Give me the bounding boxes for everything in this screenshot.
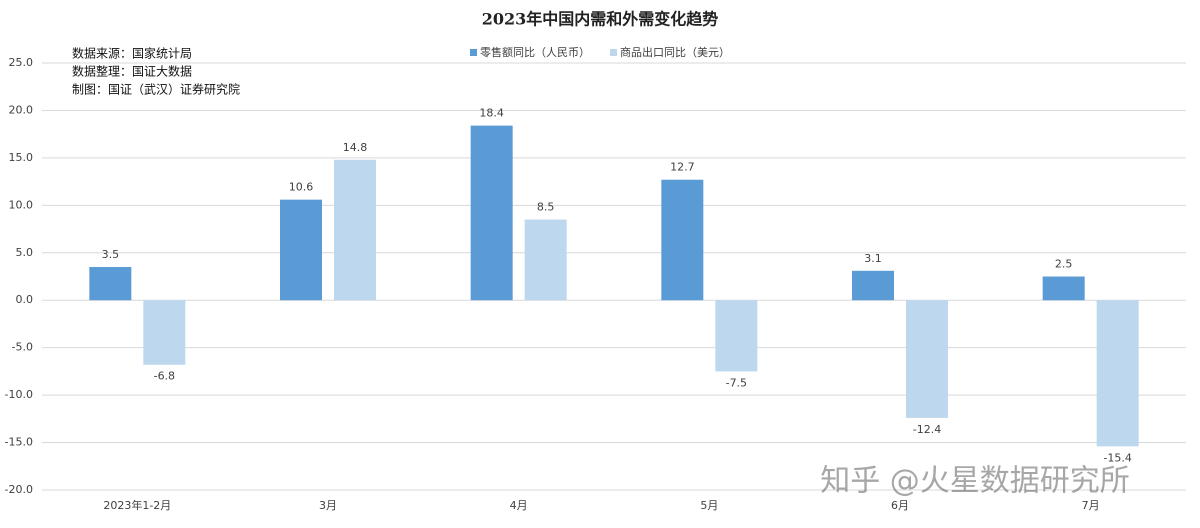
- x-tick-label: 2023年1-2月: [103, 498, 171, 512]
- value-label: 3.5: [102, 248, 120, 261]
- annotation: 制图：国证（武汉）证券研究院: [72, 82, 240, 97]
- bar: [715, 300, 758, 372]
- legend-label: 商品出口同比（美元）: [620, 45, 730, 59]
- value-label: 10.6: [289, 181, 314, 194]
- y-tick-label: 0.0: [16, 293, 34, 306]
- y-tick-label: 15.0: [9, 151, 34, 164]
- bar: [524, 219, 567, 301]
- x-tick-label: 3月: [319, 499, 337, 512]
- y-tick-label: -20.0: [5, 483, 33, 496]
- value-label: 12.7: [670, 161, 695, 174]
- legend-swatch: [470, 49, 477, 56]
- value-label: -7.5: [726, 376, 747, 389]
- chart-title: 2023年中国内需和外需变化趋势: [482, 10, 719, 29]
- value-label: -6.8: [154, 370, 175, 383]
- annotation: 数据来源：国家统计局: [72, 46, 192, 61]
- x-tick-label: 4月: [510, 499, 528, 512]
- bar: [89, 267, 132, 301]
- legend-label: 零售额同比（人民币）: [480, 45, 590, 59]
- bar: [334, 159, 376, 301]
- y-tick-label: 20.0: [9, 103, 34, 116]
- bar: [1096, 300, 1139, 447]
- bar: [280, 199, 322, 301]
- y-tick-label: -15.0: [5, 436, 33, 449]
- legend-swatch: [610, 49, 617, 56]
- bar: [143, 300, 186, 365]
- value-label: 2.5: [1055, 258, 1073, 271]
- bar: [906, 300, 948, 418]
- y-tick-label: -5.0: [12, 341, 33, 354]
- value-label: -15.4: [1103, 451, 1131, 464]
- value-label: 8.5: [537, 201, 555, 214]
- value-label: -12.4: [913, 423, 941, 436]
- value-label: 3.1: [864, 252, 882, 265]
- value-label: 14.8: [343, 141, 368, 154]
- y-tick-label: -10.0: [5, 388, 33, 401]
- bar: [661, 179, 704, 301]
- annotation: 数据整理：国证大数据: [72, 64, 192, 79]
- y-tick-label: 10.0: [9, 198, 34, 211]
- watermark: 知乎 @火星数据研究所: [820, 464, 1130, 499]
- x-tick-label: 7月: [1082, 499, 1100, 512]
- y-tick-label: 5.0: [16, 246, 34, 259]
- x-tick-label: 5月: [700, 499, 718, 512]
- value-label: 18.4: [479, 107, 504, 120]
- x-tick-label: 6月: [891, 499, 909, 512]
- y-tick-label: 25.0: [9, 56, 34, 69]
- bar: [1042, 276, 1085, 301]
- bar: [470, 125, 513, 301]
- bar: [852, 270, 894, 301]
